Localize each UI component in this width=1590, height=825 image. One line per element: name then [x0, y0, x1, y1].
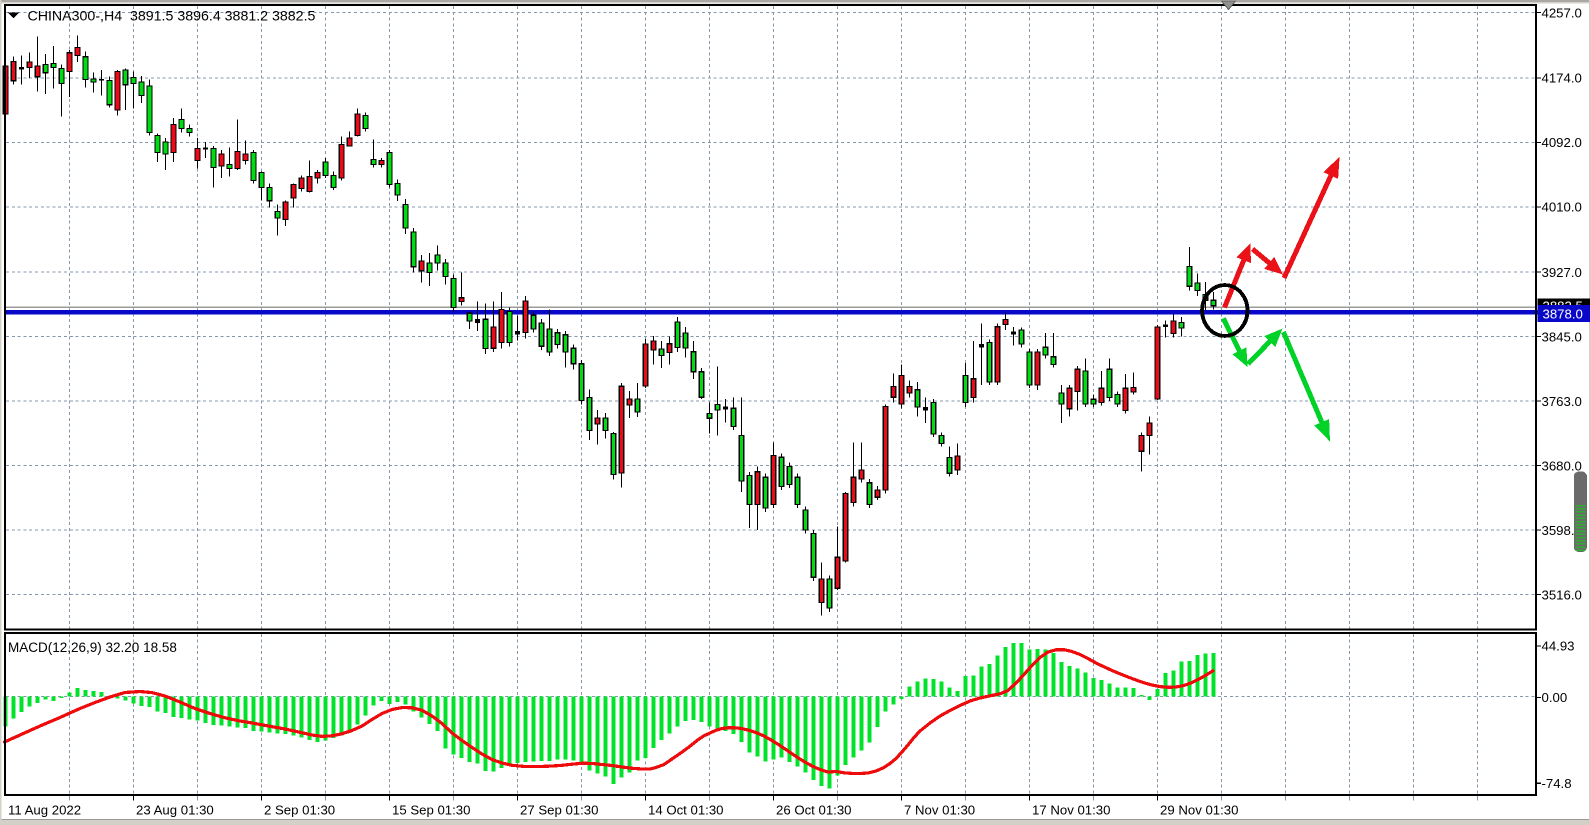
svg-text:3845.0: 3845.0	[1542, 329, 1582, 344]
svg-text:3763.0: 3763.0	[1542, 394, 1582, 409]
svg-text:4257.0: 4257.0	[1542, 5, 1582, 20]
svg-text:27 Sep 01:30: 27 Sep 01:30	[520, 803, 598, 818]
svg-text:26 Oct 01:30: 26 Oct 01:30	[776, 803, 852, 818]
svg-text:15 Sep 01:30: 15 Sep 01:30	[392, 803, 470, 818]
svg-text:29 Nov 01:30: 29 Nov 01:30	[1160, 803, 1238, 818]
svg-text:0.00: 0.00	[1542, 690, 1568, 705]
svg-text:4174.0: 4174.0	[1542, 71, 1582, 86]
svg-text:3878.0: 3878.0	[1543, 306, 1583, 321]
svg-text:23 Aug 01:30: 23 Aug 01:30	[136, 803, 214, 818]
svg-text:14 Oct 01:30: 14 Oct 01:30	[648, 803, 724, 818]
svg-text:44.93: 44.93	[1542, 639, 1575, 654]
svg-text:CHINA300-,H4 3891.5 3896.4 38: CHINA300-,H4 3891.5 3896.4 3881.2 3882.5	[28, 9, 316, 25]
svg-text:7 Nov 01:30: 7 Nov 01:30	[904, 803, 975, 818]
svg-text:-74.8: -74.8	[1542, 776, 1572, 791]
svg-text:3598.0: 3598.0	[1542, 523, 1582, 538]
svg-text:4010.0: 4010.0	[1542, 200, 1582, 215]
svg-text:11 Aug 2022: 11 Aug 2022	[8, 803, 81, 818]
svg-text:4092.0: 4092.0	[1542, 135, 1582, 150]
svg-text:3927.0: 3927.0	[1542, 265, 1582, 280]
svg-text:17 Nov 01:30: 17 Nov 01:30	[1032, 803, 1110, 818]
svg-text:3516.0: 3516.0	[1542, 587, 1582, 602]
svg-text:MACD(12,26,9) 32.20 18.58: MACD(12,26,9) 32.20 18.58	[8, 640, 177, 655]
svg-text:3680.0: 3680.0	[1542, 458, 1582, 473]
svg-text:2 Sep 01:30: 2 Sep 01:30	[264, 803, 335, 818]
